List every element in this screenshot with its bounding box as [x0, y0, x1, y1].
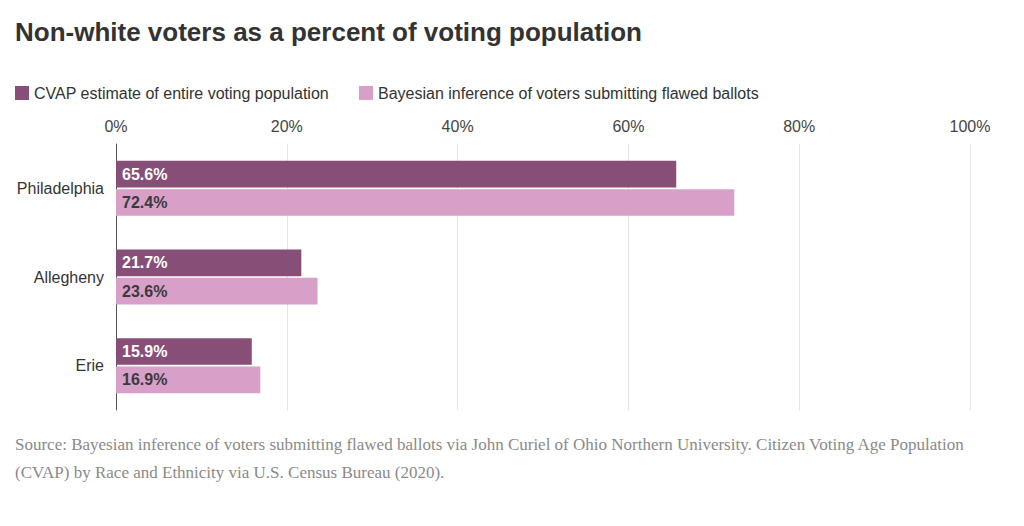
- svg-text:23.6%: 23.6%: [122, 283, 167, 300]
- svg-text:40%: 40%: [442, 118, 474, 135]
- svg-text:65.6%: 65.6%: [122, 166, 167, 183]
- svg-text:60%: 60%: [612, 118, 644, 135]
- svg-text:100%: 100%: [950, 118, 991, 135]
- svg-text:0%: 0%: [104, 118, 127, 135]
- svg-text:Bayesian inference of voters s: Bayesian inference of voters submitting …: [378, 85, 759, 102]
- svg-text:80%: 80%: [783, 118, 815, 135]
- svg-text:15.9%: 15.9%: [122, 343, 167, 360]
- svg-text:(CVAP) by Race and Ethnicity v: (CVAP) by Race and Ethnicity via U.S. Ce…: [15, 463, 444, 482]
- svg-text:Allegheny: Allegheny: [34, 269, 104, 286]
- svg-text:Philadelphia: Philadelphia: [17, 180, 104, 197]
- svg-text:Source: Bayesian inference of: Source: Bayesian inference of voters sub…: [15, 435, 968, 454]
- svg-text:CVAP estimate of entire voting: CVAP estimate of entire voting populatio…: [34, 85, 329, 102]
- svg-text:Non-white voters as a percent: Non-white voters as a percent of voting …: [15, 17, 642, 47]
- svg-text:Erie: Erie: [76, 357, 105, 374]
- svg-text:21.7%: 21.7%: [122, 254, 167, 271]
- svg-text:16.9%: 16.9%: [122, 371, 167, 388]
- svg-text:20%: 20%: [271, 118, 303, 135]
- svg-text:72.4%: 72.4%: [122, 194, 167, 211]
